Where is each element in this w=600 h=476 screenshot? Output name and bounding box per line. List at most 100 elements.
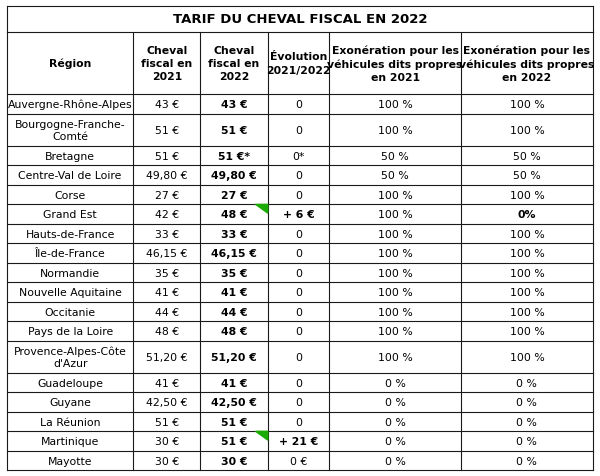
- Text: 100 %: 100 %: [378, 307, 413, 317]
- Text: 0: 0: [295, 100, 302, 110]
- Text: 41 €: 41 €: [155, 378, 179, 388]
- Text: 0%: 0%: [518, 210, 536, 219]
- Text: 100 %: 100 %: [509, 190, 544, 200]
- Text: 51,20 €: 51,20 €: [146, 352, 188, 362]
- Text: 100 %: 100 %: [509, 268, 544, 278]
- Text: 100 %: 100 %: [509, 100, 544, 110]
- Text: Exonération pour les
véhicules dits propres
en 2021: Exonération pour les véhicules dits prop…: [328, 45, 463, 83]
- Text: Guyane: Guyane: [49, 397, 91, 407]
- Text: 46,15 €: 46,15 €: [211, 248, 257, 258]
- Text: 100 %: 100 %: [378, 268, 413, 278]
- Text: 30 €: 30 €: [221, 456, 247, 466]
- Text: 33 €: 33 €: [221, 229, 247, 239]
- Text: 50 %: 50 %: [513, 151, 541, 161]
- Text: 0 %: 0 %: [385, 397, 406, 407]
- Text: 0 %: 0 %: [517, 436, 538, 446]
- Text: 44 €: 44 €: [221, 307, 247, 317]
- Text: Provence-Alpes-Côte
d'Azur: Provence-Alpes-Côte d'Azur: [14, 346, 127, 368]
- Text: 42,50 €: 42,50 €: [146, 397, 188, 407]
- Text: 43 €: 43 €: [221, 100, 247, 110]
- Text: 0: 0: [295, 229, 302, 239]
- Text: Hauts-de-France: Hauts-de-France: [25, 229, 115, 239]
- Text: 100 %: 100 %: [509, 327, 544, 337]
- Text: 0: 0: [295, 416, 302, 426]
- Text: TARIF DU CHEVAL FISCAL EN 2022: TARIF DU CHEVAL FISCAL EN 2022: [173, 13, 427, 26]
- Text: Centre-Val de Loire: Centre-Val de Loire: [19, 171, 122, 181]
- Text: 0: 0: [295, 248, 302, 258]
- Polygon shape: [256, 205, 268, 214]
- Text: 27 €: 27 €: [155, 190, 179, 200]
- Text: 48 €: 48 €: [155, 327, 179, 337]
- Text: Île-de-France: Île-de-France: [35, 248, 106, 258]
- Text: 100 %: 100 %: [509, 229, 544, 239]
- Text: 0 %: 0 %: [517, 397, 538, 407]
- Text: 51 €: 51 €: [155, 151, 179, 161]
- Text: 0: 0: [295, 288, 302, 298]
- Text: Exonération pour les
véhicules dits propres
en 2022: Exonération pour les véhicules dits prop…: [459, 45, 595, 83]
- Text: 0 %: 0 %: [517, 378, 538, 388]
- Text: La Réunion: La Réunion: [40, 416, 100, 426]
- Text: 42,50 €: 42,50 €: [211, 397, 257, 407]
- Text: 51,20 €: 51,20 €: [211, 352, 257, 362]
- Text: 0 %: 0 %: [517, 456, 538, 466]
- Text: 0: 0: [295, 327, 302, 337]
- Text: 0: 0: [295, 378, 302, 388]
- Text: Guadeloupe: Guadeloupe: [37, 378, 103, 388]
- Text: 51 €: 51 €: [155, 416, 179, 426]
- Text: 0 %: 0 %: [385, 416, 406, 426]
- Text: Cheval
fiscal en
2022: Cheval fiscal en 2022: [208, 46, 260, 82]
- Text: Martinique: Martinique: [41, 436, 100, 446]
- Text: 51 €: 51 €: [221, 436, 247, 446]
- Text: 100 %: 100 %: [378, 126, 413, 136]
- Text: 49,80 €: 49,80 €: [211, 171, 257, 181]
- Text: Nouvelle Aquitaine: Nouvelle Aquitaine: [19, 288, 122, 298]
- Text: 51 €: 51 €: [221, 126, 247, 136]
- Polygon shape: [256, 431, 268, 440]
- Text: 100 %: 100 %: [378, 190, 413, 200]
- Text: 51 €: 51 €: [155, 126, 179, 136]
- Text: 0 %: 0 %: [385, 456, 406, 466]
- Text: 30 €: 30 €: [155, 456, 179, 466]
- Text: 100 %: 100 %: [378, 100, 413, 110]
- Text: 100 %: 100 %: [509, 352, 544, 362]
- Text: 100 %: 100 %: [378, 248, 413, 258]
- Text: 41 €: 41 €: [155, 288, 179, 298]
- Text: 0: 0: [295, 397, 302, 407]
- Text: 44 €: 44 €: [155, 307, 179, 317]
- Text: 0: 0: [295, 307, 302, 317]
- Text: Mayotte: Mayotte: [48, 456, 92, 466]
- Text: Pays de la Loire: Pays de la Loire: [28, 327, 113, 337]
- Text: 0 %: 0 %: [517, 416, 538, 426]
- Text: 100 %: 100 %: [509, 126, 544, 136]
- Text: + 6 €: + 6 €: [283, 210, 314, 219]
- Text: 50 %: 50 %: [513, 171, 541, 181]
- Text: 43 €: 43 €: [155, 100, 179, 110]
- Text: 100 %: 100 %: [378, 352, 413, 362]
- Text: Normandie: Normandie: [40, 268, 100, 278]
- Text: Auvergne-Rhône-Alpes: Auvergne-Rhône-Alpes: [8, 99, 133, 110]
- Text: 49,80 €: 49,80 €: [146, 171, 188, 181]
- Text: 100 %: 100 %: [509, 288, 544, 298]
- Text: 50 %: 50 %: [381, 151, 409, 161]
- Text: 0: 0: [295, 126, 302, 136]
- Text: 50 %: 50 %: [381, 171, 409, 181]
- Text: 27 €: 27 €: [221, 190, 247, 200]
- Text: 0: 0: [295, 268, 302, 278]
- Text: 48 €: 48 €: [221, 210, 247, 219]
- Text: 100 %: 100 %: [509, 248, 544, 258]
- Text: Bretagne: Bretagne: [45, 151, 95, 161]
- Text: 35 €: 35 €: [155, 268, 179, 278]
- Text: 42 €: 42 €: [155, 210, 179, 219]
- Text: Grand Est: Grand Est: [43, 210, 97, 219]
- Text: 100 %: 100 %: [378, 210, 413, 219]
- Text: + 21 €: + 21 €: [279, 436, 318, 446]
- Text: 30 €: 30 €: [155, 436, 179, 446]
- Text: 100 %: 100 %: [509, 307, 544, 317]
- Text: 0 %: 0 %: [385, 378, 406, 388]
- Text: 51 €: 51 €: [221, 416, 247, 426]
- Text: 46,15 €: 46,15 €: [146, 248, 187, 258]
- Text: Région: Région: [49, 59, 91, 69]
- Text: 41 €: 41 €: [221, 288, 247, 298]
- Text: 0*: 0*: [292, 151, 305, 161]
- Text: 48 €: 48 €: [221, 327, 247, 337]
